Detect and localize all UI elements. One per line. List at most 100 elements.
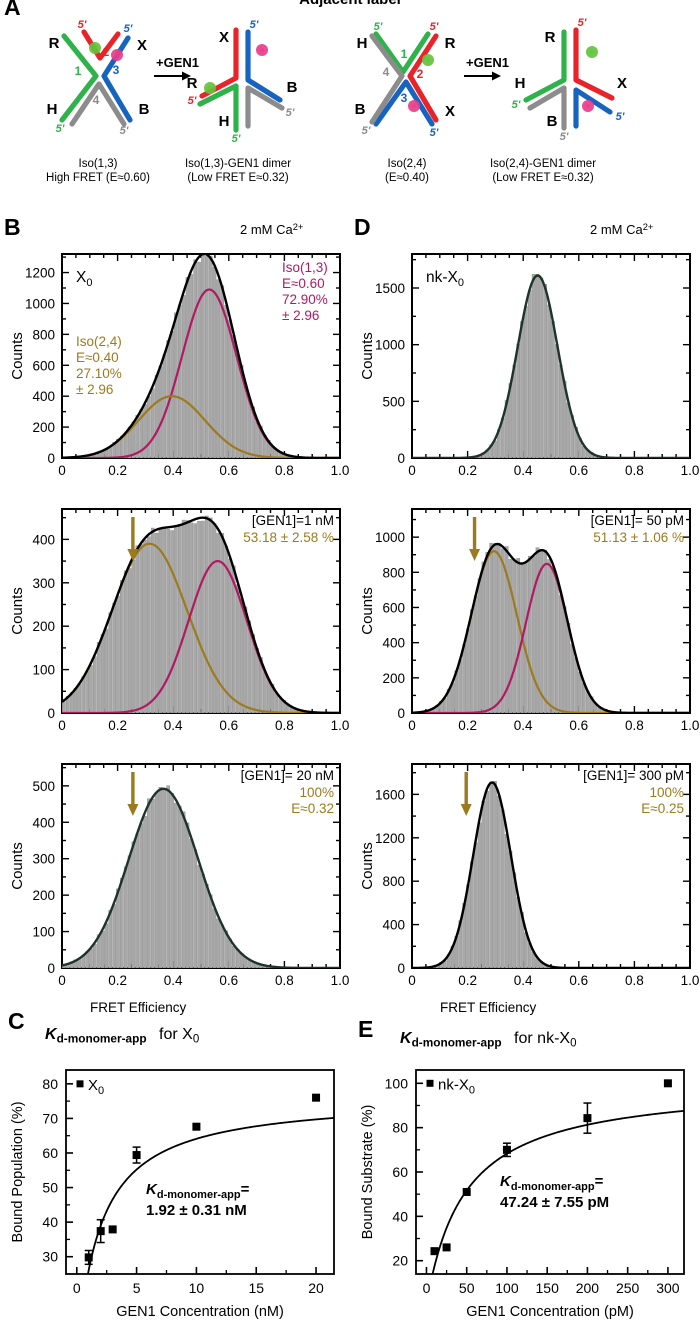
data-point [108, 1225, 117, 1234]
histogram-bar [489, 542, 493, 713]
panel-c-title-kd-sub: d-monomer-app [56, 1031, 147, 1046]
acceptor-fluorophore-core [114, 52, 120, 58]
x-tick-label: 0.2 [458, 463, 477, 478]
y-tick-label: 200 [32, 420, 55, 435]
data-point [312, 1093, 321, 1102]
histogram-bar [554, 344, 559, 458]
histogram-bar [539, 551, 544, 713]
y-tick-label: 200 [32, 619, 55, 634]
histogram-bar [520, 321, 524, 458]
histogram-bar [123, 434, 128, 458]
peak-arrow-marker [460, 772, 472, 816]
strand-path [573, 27, 615, 101]
y-tick-label: 400 [382, 918, 405, 933]
plot-area [84, 1093, 334, 1274]
histogram-bar [243, 384, 248, 458]
panel-d-chart-3: 0 0.2 0.4 0.6 0.8 1.0 0 400 800 1200 1600 Counts [GE… [350, 746, 700, 1004]
histogram-bar [181, 295, 186, 458]
histogram-bar [201, 873, 205, 968]
x-tick-label: 0.2 [108, 463, 127, 478]
panel-e-title: Kd-monomer-app for nk-X0 [400, 1030, 576, 1050]
histogram-svg: 0 0.2 0.4 0.6 0.8 1.0 0 200 400 600 800 1000 1200 Cou… [9, 253, 349, 478]
histogram-bar [100, 634, 105, 713]
strand-number-4: 4 [93, 93, 100, 107]
histogram-bar [481, 561, 486, 713]
schematic-arm-label-B: B [547, 113, 558, 130]
kd-result-value: 47.24 ± 7.55 pM [500, 1194, 609, 1211]
kd-result-label: Kd-monomer-app= [500, 1173, 604, 1193]
histogram-bar [123, 866, 128, 968]
x-tick-label: 0.6 [569, 718, 588, 733]
histogram-bar [93, 943, 97, 968]
histogram-bar [485, 791, 490, 968]
y-tick-label: 1000 [25, 296, 55, 311]
histogram-bar [516, 343, 520, 458]
histogram-bar [470, 861, 474, 968]
y-tick-label: 600 [32, 358, 55, 373]
peak-arrow-marker [469, 517, 481, 561]
five-prime-gray: 5' [286, 107, 295, 119]
five-prime-red: 5' [78, 19, 87, 31]
plot-area [62, 515, 340, 713]
fit-curve-total [62, 516, 340, 713]
histogram-bar [262, 671, 267, 713]
five-prime-blue: 5' [430, 127, 439, 139]
x-tick-label: 1.0 [681, 463, 700, 478]
histogram-bar [89, 948, 93, 968]
x-tick-label: 0.6 [219, 463, 238, 478]
histogram-bar [189, 274, 194, 458]
x-tick-label: 0.4 [514, 973, 533, 988]
five-prime-green: 5' [56, 123, 65, 135]
donor-fluorophore-core [207, 85, 213, 91]
strand-path [69, 81, 127, 127]
panel-d-chart-2: 0 0.2 0.4 0.6 0.8 1.0 0 200 400 600 800 1000 Counts [… [350, 491, 700, 749]
histogram-bar [220, 924, 225, 968]
x-tick-label: 0.8 [625, 973, 644, 988]
strand-path [573, 87, 613, 129]
y-axis-label: Counts [9, 842, 26, 890]
y-tick-label: 800 [382, 874, 405, 889]
histogram-bar [527, 555, 532, 713]
x-tick-label: 0.6 [569, 463, 588, 478]
histogram-svg: 0 0.2 0.4 0.6 0.8 1.0 0 500 1000 1500 Counts nk-X0 [359, 253, 700, 478]
population-annotation: E≈0.32 [291, 801, 334, 816]
schematic-caption-4: Iso(2,4)-GEN1 dimer (Low FRET E≈0.32) [468, 158, 618, 185]
population-annotation: E≈0.40 [76, 350, 119, 365]
population-annotation: 53.18 ± 2.58 % [243, 530, 334, 545]
strand-number-3: 3 [401, 91, 408, 105]
population-annotation: 72.90% [282, 292, 328, 307]
panel-d-condition-sup: 2+ [642, 222, 654, 233]
histogram-bar [193, 523, 198, 713]
histogram-bar [185, 822, 190, 968]
population-annotation: ± 2.96 [76, 382, 113, 397]
histogram-bar [127, 568, 132, 713]
histogram-bar [228, 319, 232, 458]
x-tick-label: 0 [73, 1280, 81, 1296]
panel-d-condition: 2 mM Ca2+ [590, 222, 653, 237]
y-tick-label: 0 [397, 451, 405, 466]
panel-letter-d: D [354, 214, 371, 240]
panel-b-xlabel: FRET Efficiency [90, 1000, 187, 1015]
y-tick-label: 60 [392, 1164, 408, 1180]
histogram-bar [228, 558, 232, 713]
schematic-arm-label-R: R [187, 75, 198, 92]
legend-marker [426, 1079, 434, 1087]
fit-curve-total [412, 274, 690, 458]
histogram-bar [170, 530, 174, 713]
data-point [442, 1243, 451, 1252]
histogram-bar [508, 850, 513, 968]
histogram-bar [139, 544, 143, 713]
histogram-svg: 0 0.2 0.4 0.6 0.8 1.0 0 100 200 300 400 Counts [GEN1… [9, 508, 349, 733]
strand-path [245, 85, 285, 129]
acceptor-fluorophore-core [585, 103, 591, 109]
histogram-bar [174, 802, 178, 968]
histogram-bar [512, 364, 517, 458]
caption-3-line2: (E≈0.40) [384, 171, 430, 184]
histogram-bar [158, 366, 163, 458]
histogram-bar [508, 558, 513, 713]
histogram-bar [558, 595, 563, 713]
histogram-bar [235, 354, 240, 458]
x-tick-label: 50 [459, 1280, 475, 1296]
histogram-bar [131, 559, 136, 713]
y-tick-label: 20 [392, 1253, 408, 1269]
